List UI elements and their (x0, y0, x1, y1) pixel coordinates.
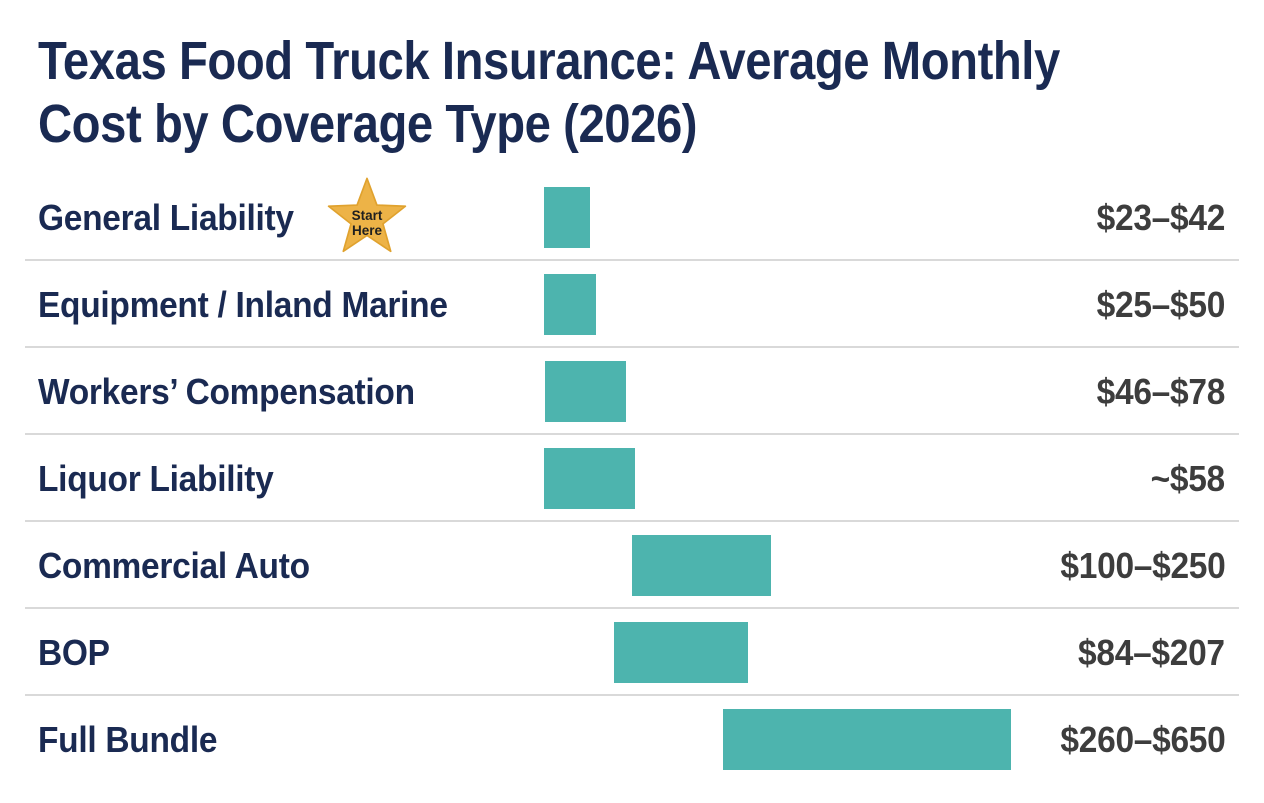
row-label: Workers’ Compensation (38, 370, 415, 412)
chart-row-commercial-auto: Commercial Auto $100–$250 (0, 522, 1264, 609)
row-value: ~$58 (1150, 457, 1226, 499)
chart-row-general-liability: General Liability Start Here $23–$42 (0, 174, 1264, 261)
chart-row-equipment-inland-marine: Equipment / Inland Marine $25–$50 (0, 261, 1264, 348)
range-bar (632, 535, 771, 596)
chart-title-line1: Texas Food Truck Insurance: Average Mont… (38, 31, 1060, 91)
row-label: Liquor Liability (38, 457, 274, 499)
chart-title: Texas Food Truck Insurance: Average Mont… (38, 30, 1263, 156)
row-label: Equipment / Inland Marine (38, 283, 448, 325)
row-value: $23–$42 (1096, 196, 1226, 238)
start-here-star-icon: Start Here (323, 175, 411, 259)
range-bar (614, 622, 748, 683)
range-bar (544, 274, 596, 335)
row-label: BOP (38, 631, 110, 673)
range-bar (544, 448, 635, 509)
chart-row-full-bundle: Full Bundle $260–$650 (0, 696, 1264, 783)
row-label: Full Bundle (38, 718, 218, 760)
chart-row-bop: BOP $84–$207 (0, 609, 1264, 696)
row-value: $84–$207 (1078, 631, 1225, 673)
row-value: $100–$250 (1059, 544, 1225, 586)
star-badge-text: Start Here (351, 207, 383, 238)
range-bar (544, 187, 590, 248)
chart-row-workers-compensation: Workers’ Compensation $46–$78 (0, 348, 1264, 435)
chart-row-liquor-liability: Liquor Liability ~$58 (0, 435, 1264, 522)
chart-rows: General Liability Start Here $23–$42 Equ… (0, 174, 1264, 783)
row-value: $25–$50 (1096, 283, 1226, 325)
range-bar (545, 361, 626, 422)
chart-title-line2: Cost by Coverage Type (2026) (38, 94, 698, 154)
row-value: $46–$78 (1096, 370, 1226, 412)
row-value: $260–$650 (1059, 718, 1225, 760)
row-label: Commercial Auto (38, 544, 310, 586)
row-label: General Liability (38, 196, 294, 238)
range-bar (723, 709, 1011, 770)
